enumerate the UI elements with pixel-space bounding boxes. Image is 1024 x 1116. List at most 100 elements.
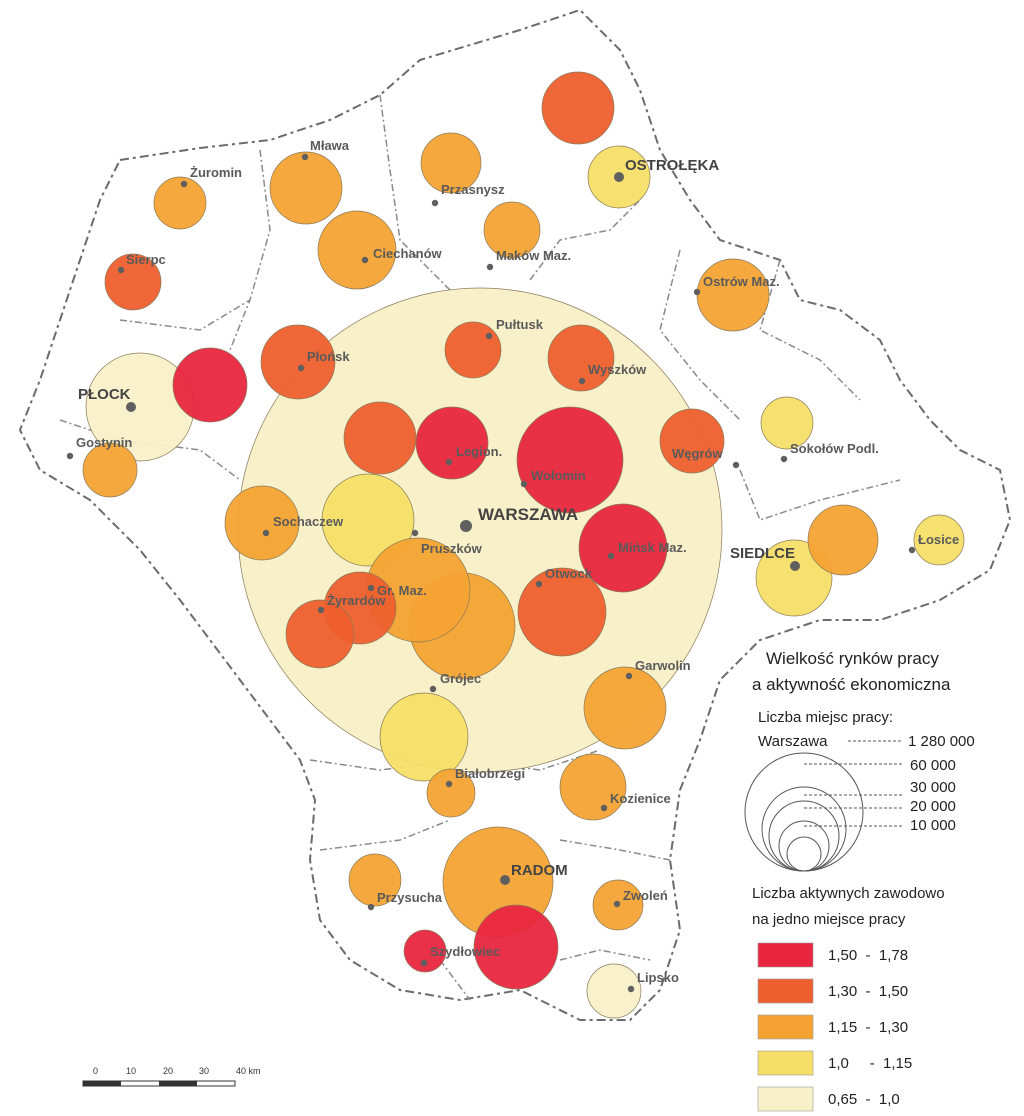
town-label: Łosice — [918, 532, 959, 547]
town-label: Szydłowiec — [430, 944, 500, 959]
town-dot — [297, 364, 305, 372]
legend-swatch — [757, 978, 814, 1004]
market-circle — [583, 666, 667, 750]
legend-swatch — [757, 942, 814, 968]
town-label: Maków Maz. — [496, 248, 571, 263]
town-dot — [117, 266, 125, 274]
town-dot — [431, 199, 439, 207]
town-dot — [420, 959, 428, 967]
market-circle — [807, 504, 879, 576]
town-dot — [520, 480, 528, 488]
town-dot — [613, 900, 621, 908]
town-label: Żuromin — [190, 165, 242, 180]
town-dot — [126, 402, 136, 412]
town-dot — [600, 804, 608, 812]
town-label: WARSZAWA — [478, 505, 578, 524]
market-circle — [659, 408, 725, 474]
town-label: Węgrów — [672, 446, 723, 461]
town-labels: Żuromin Mława Przasnysz OSTROŁĘKA Sierpc Ciec… — [76, 138, 959, 985]
legend-class-range: 1,0 - 1,15 — [828, 1055, 912, 1072]
legend-class-range: 1,30 - 1,50 — [828, 983, 908, 1000]
market-circle — [426, 768, 476, 818]
legend-size-value: 10 000 — [910, 817, 956, 834]
market-circle — [348, 853, 402, 907]
legend-class-range: 1,50 - 1,78 — [828, 947, 908, 964]
town-label: Żyrardów — [327, 593, 386, 608]
market-circle — [379, 692, 469, 782]
town-label: Płońsk — [307, 349, 350, 364]
legend-size-value: 1 280 000 — [908, 733, 975, 750]
town-dot — [445, 780, 453, 788]
town-label: PŁOCK — [78, 386, 131, 403]
legend-ratio-heading-line1: Liczba aktywnych zawodowo — [752, 885, 945, 902]
town-dot — [486, 263, 494, 271]
town-dot — [614, 172, 624, 182]
legend-size-leaders — [804, 763, 902, 827]
town-label: Sierpc — [126, 252, 166, 267]
town-dot — [790, 561, 800, 571]
town-label: Kozienice — [610, 791, 671, 806]
market-circle — [444, 321, 502, 379]
legend-title-line1: Wielkość rynków pracy — [766, 649, 939, 668]
town-label: Wyszków — [588, 362, 647, 377]
legend-class-range: 0,65 - 1,0 — [828, 1091, 900, 1108]
town-label: Lipsko — [637, 970, 679, 985]
legend-size-value: 20 000 — [910, 798, 956, 815]
market-circle — [755, 539, 833, 617]
market-circle — [343, 401, 417, 475]
town-label: Przysucha — [377, 890, 443, 905]
town-label: Gostynin — [76, 435, 132, 450]
market-circle — [224, 485, 300, 561]
town-dot — [66, 452, 74, 460]
town-dot — [180, 180, 188, 188]
town-dot — [485, 332, 493, 340]
legend-title-line2: a aktywność ekonomiczna — [752, 675, 951, 694]
legend-size-circles — [744, 752, 864, 872]
town-label: Ciechanów — [373, 246, 443, 261]
market-circle — [317, 210, 397, 290]
legend-swatch — [757, 1050, 814, 1076]
town-dot — [535, 580, 543, 588]
town-label: Pruszków — [421, 541, 483, 556]
town-dot — [460, 520, 472, 532]
market-circle — [473, 904, 559, 990]
legend-swatch — [757, 1086, 814, 1112]
town-label: Zwoleń — [623, 888, 668, 903]
town-dot — [361, 256, 369, 264]
town-dot — [627, 985, 635, 993]
market-circle — [913, 514, 965, 566]
market-circle — [559, 753, 627, 821]
scale-tick-label: 30 — [199, 1066, 209, 1076]
town-label: SIEDLCE — [730, 545, 795, 562]
scale-tick-label: 20 — [163, 1066, 173, 1076]
town-markers — [66, 153, 916, 993]
town-dot — [429, 685, 437, 693]
scale-bar: 0 10 20 30 40 km — [82, 1066, 261, 1087]
town-dot — [367, 584, 375, 592]
market-circle — [586, 963, 642, 1019]
town-dot — [445, 458, 453, 466]
legend-class-range: 1,15 - 1,30 — [828, 1019, 908, 1036]
town-dot — [607, 552, 615, 560]
market-circle — [541, 71, 615, 145]
town-dot — [262, 529, 270, 537]
town-label: Przasnysz — [441, 182, 505, 197]
town-dot — [411, 529, 419, 537]
market-circle — [578, 503, 668, 593]
town-label: Otwock — [545, 566, 593, 581]
town-label: Sokołów Podl. — [790, 441, 879, 456]
legend-size-label-warszawa: Warszawa — [758, 733, 828, 750]
legend-size-heading: Liczba miejsc pracy: — [758, 709, 893, 726]
town-dot — [578, 377, 586, 385]
town-label: Mława — [310, 138, 350, 153]
legend-ratio-heading-line2: na jedno miejsce pracy — [752, 911, 906, 928]
town-dot — [732, 461, 740, 469]
market-circle — [82, 442, 138, 498]
market-circle — [153, 176, 207, 230]
legend-size-value: 60 000 — [910, 757, 956, 774]
legend: Wielkość rynków pracy a aktywność ekonom… — [744, 649, 975, 1112]
town-dot — [780, 455, 788, 463]
market-circle — [415, 406, 489, 480]
town-label: RADOM — [511, 862, 568, 879]
